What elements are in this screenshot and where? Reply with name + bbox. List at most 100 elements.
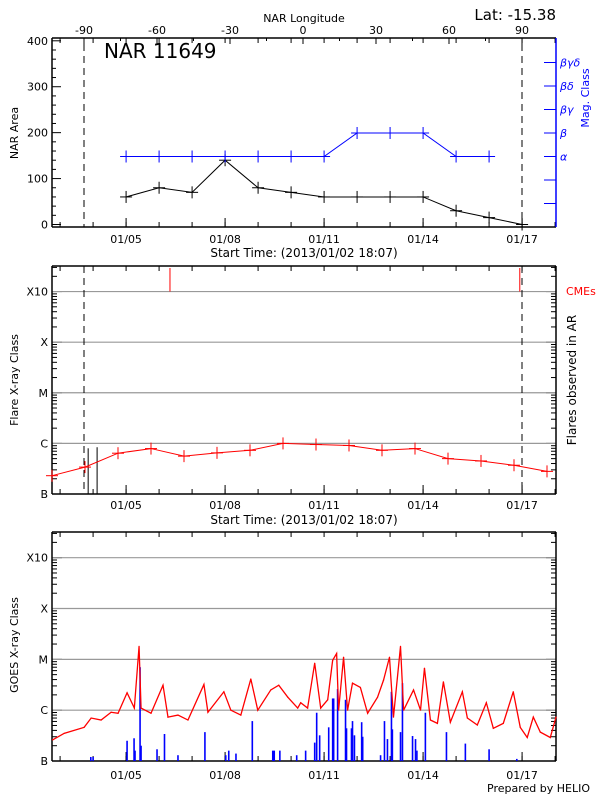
y-tick-label: M <box>39 653 49 666</box>
latitude-annotation: Lat: -15.38 <box>474 6 556 24</box>
goes-flux-point <box>240 714 242 716</box>
goes-flux-point <box>177 714 179 716</box>
goes-flux-point <box>287 696 289 698</box>
goes-flux-point <box>150 712 152 714</box>
goes-flux-point <box>336 652 338 655</box>
top-tick-label: 60 <box>442 24 456 37</box>
goes-flux-point <box>476 724 478 726</box>
goes-flux-point <box>306 707 309 709</box>
goes-flux-point <box>162 684 164 686</box>
goes-flux-point <box>492 727 494 729</box>
top-tick-label: -30 <box>221 24 239 37</box>
y-tick-label: X <box>40 336 48 349</box>
goes-flux-line <box>52 646 557 741</box>
goes-flux-point <box>485 702 487 704</box>
x-tick-label: 01/05 <box>110 769 142 782</box>
y-tick-label: M <box>39 387 49 400</box>
footer-credit: Prepared by HELIO <box>487 782 590 795</box>
goes-flux-point <box>442 681 444 683</box>
goes-flux-point <box>278 684 280 686</box>
y-axis-label-1: NAR Area <box>8 107 21 159</box>
goes-flux-point <box>207 711 209 713</box>
goes-flux-point <box>51 739 54 741</box>
goes-flux-point <box>399 645 402 647</box>
goes-flux-point <box>466 717 468 719</box>
flare-class-panel: B C M X X10 01/05 01/08 01/11 01/14 01/17 <box>26 265 557 512</box>
flare-class-line <box>51 442 548 477</box>
y-tick-label: X10 <box>26 552 48 565</box>
goes-flux-point <box>250 678 252 680</box>
goes-flux-point <box>539 731 541 733</box>
y-tick-label: C <box>40 437 48 450</box>
y2-axis-label-1: Mag. Class <box>579 68 592 127</box>
x-tick-label: 01/08 <box>209 769 241 782</box>
y-tick-label: 100 <box>27 173 48 186</box>
mag-class-label: βγδ <box>559 57 581 70</box>
goes-flux-point <box>297 707 299 709</box>
goes-flux-point <box>461 691 463 693</box>
x-tick-label: 01/05 <box>110 499 142 512</box>
top-tick-label: 90 <box>515 24 529 37</box>
y-tick-label: 0 <box>41 219 48 232</box>
x-tick-label: 01/05 <box>110 233 142 246</box>
top-tick-label: -90 <box>75 24 93 37</box>
goes-flux-point <box>346 709 349 711</box>
goes-flux-point <box>320 707 322 709</box>
goes-flux-point <box>203 683 205 686</box>
goes-flux-point <box>403 709 405 711</box>
goes-flux-point <box>351 682 354 684</box>
goes-flux-point <box>376 696 379 698</box>
y-axis-label-3: GOES X-ray Class <box>8 597 21 693</box>
x-tick-label: 01/14 <box>407 233 439 246</box>
goes-flux-point <box>338 709 340 711</box>
goes-flux-point <box>392 716 395 718</box>
mag-class-label: βγ <box>559 104 574 117</box>
y-axis-label-2: Flare X-ray Class <box>8 334 21 426</box>
top-axis-label: NAR Longitude <box>263 12 345 25</box>
goes-flux-point <box>270 689 272 691</box>
goes-flux-point <box>126 692 128 694</box>
y-tick-label: X <box>40 603 48 616</box>
goes-flux-point <box>257 709 259 711</box>
y-tick-label: C <box>40 704 48 717</box>
y2-axis-label-2: Flares observed in AR <box>565 315 579 445</box>
goes-flux-point <box>223 691 225 693</box>
y-tick-label: B <box>40 755 48 768</box>
y-tick-label: 400 <box>27 35 48 48</box>
x-tick-label: 01/08 <box>209 499 241 512</box>
goes-flux-point <box>117 712 119 714</box>
goes-flux-point <box>382 679 385 681</box>
x-tick-label: 01/08 <box>209 233 241 246</box>
goes-flux-point <box>83 726 85 728</box>
goes-flux-point <box>429 719 432 721</box>
goes-flux-point <box>423 667 426 669</box>
y-tick-label: B <box>40 488 48 501</box>
mag-class-label: βδ <box>559 80 574 93</box>
top-tick-label: 30 <box>369 24 383 37</box>
goes-flux-point <box>555 716 557 718</box>
nar-area-panel: 0 100 200 300 400 αβ βγ βδ βγδ -90 -60 -30 0 30 60 90 01… <box>27 24 581 246</box>
goes-flux-point <box>436 722 439 724</box>
mag-class-label: α <box>560 151 568 164</box>
goes-flux-point <box>549 736 551 739</box>
goes-flux-point <box>140 707 142 709</box>
goes-flux-point <box>412 689 415 691</box>
goes-flux-point <box>187 719 189 721</box>
goes-flux-point <box>502 722 504 724</box>
goes-flux-point <box>133 707 135 709</box>
goes-flux-point <box>327 699 329 701</box>
cme-legend-label: CMEs <box>566 285 596 298</box>
y-tick-label: 300 <box>27 81 48 94</box>
panel-title: NAR 11649 <box>104 39 217 63</box>
goes-flux-point <box>332 659 334 661</box>
goes-flux-point <box>532 716 534 718</box>
x-tick-label: 01/17 <box>506 499 538 512</box>
goes-xray-panel: B C M X X10 01/05 01/08 01/11 01/14 01/17 <box>26 531 557 782</box>
goes-flux-point <box>512 691 514 693</box>
goes-flux-point <box>138 645 140 647</box>
x-tick-label: 01/14 <box>407 769 439 782</box>
x-tick-label: 01/17 <box>506 769 538 782</box>
x-tick-label: 01/11 <box>308 499 340 512</box>
goes-flux-point <box>388 656 391 658</box>
